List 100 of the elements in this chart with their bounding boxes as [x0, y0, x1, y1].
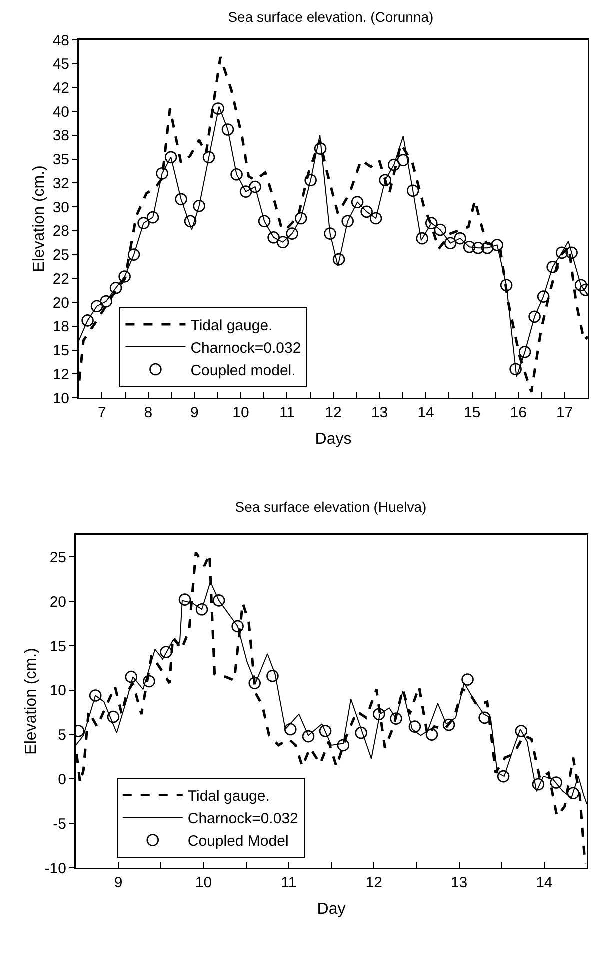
y-tick-label: 40: [52, 104, 70, 121]
point: [143, 675, 156, 688]
y-tick-label: 25: [52, 247, 70, 264]
point: [546, 261, 559, 274]
point: [373, 708, 386, 721]
point: [478, 712, 491, 724]
y-tick-label: 0: [58, 771, 66, 788]
point: [444, 237, 457, 250]
point: [294, 212, 308, 225]
point: [416, 232, 428, 245]
point: [397, 154, 410, 166]
y-tick-label: 48: [52, 32, 70, 50]
point: [510, 363, 522, 376]
x-tick-label: 13: [371, 404, 388, 422]
point: [379, 174, 392, 186]
point: [193, 200, 206, 212]
y-tick-label: 5: [58, 727, 66, 744]
point: [284, 723, 297, 736]
point: [408, 720, 422, 733]
point: [286, 228, 298, 240]
point: [556, 246, 568, 260]
y-tick-label: 45: [52, 56, 70, 74]
point: [550, 776, 562, 789]
x-tick-label: 12: [325, 404, 342, 422]
point: [462, 674, 474, 686]
y-tick-label: 32: [52, 175, 70, 192]
point: [128, 248, 140, 261]
point: [497, 770, 510, 783]
y-tick-label: 10: [50, 682, 66, 700]
point: [463, 241, 476, 254]
point: [89, 690, 102, 702]
x-tick-label: 9: [114, 874, 123, 892]
point: [146, 211, 160, 224]
y-tick-label: 38: [52, 128, 70, 145]
legend-label: Coupled Model: [188, 833, 289, 850]
point: [472, 242, 484, 254]
y-tick-label: 18: [52, 318, 70, 336]
x-tick-label: 12: [366, 874, 382, 892]
point: [232, 620, 244, 633]
y-axis-title: Elevation (cm.): [30, 166, 48, 272]
legend-label: Coupled model.: [190, 362, 296, 380]
point: [90, 300, 104, 312]
x-tick-label: 8: [144, 404, 153, 422]
x-tick-label: 10: [232, 404, 250, 422]
y-tick-label: 30: [52, 199, 70, 216]
point: [175, 193, 188, 206]
point: [258, 215, 271, 228]
x-tick-label: 16: [510, 404, 527, 422]
legend-label: Tidal gauge.: [190, 317, 273, 334]
point: [266, 670, 279, 682]
point: [390, 712, 402, 725]
point: [107, 710, 120, 724]
point: [528, 310, 541, 323]
point: [249, 180, 262, 194]
y-tick-label: 28: [52, 223, 70, 240]
y-tick-label: 15: [50, 638, 66, 656]
point: [240, 186, 252, 198]
legend-label: Charnock=0.032: [188, 810, 298, 828]
point: [388, 158, 400, 172]
point: [342, 215, 354, 228]
y-tick-label: 12: [52, 366, 70, 384]
point: [230, 168, 243, 181]
point: [532, 778, 545, 791]
point: [351, 196, 364, 208]
point: [212, 594, 226, 607]
point: [110, 282, 122, 294]
x-tick-label: 14: [536, 874, 553, 892]
y-tick-label: -10: [44, 860, 66, 878]
point: [222, 124, 234, 136]
legend-label: Charnock=0.032: [190, 340, 302, 357]
y-tick-label: -5: [53, 816, 66, 833]
point: [324, 228, 336, 240]
x-axis-title: Days: [315, 430, 352, 448]
point: [434, 224, 447, 236]
y-tick-label: 20: [50, 594, 66, 611]
point: [332, 253, 346, 266]
point: [425, 217, 438, 230]
point: [566, 246, 578, 260]
point: [337, 739, 350, 752]
x-tick-label: 15: [464, 404, 481, 422]
point: [574, 279, 588, 292]
point: [164, 151, 178, 164]
point: [156, 168, 168, 180]
point: [442, 718, 456, 732]
point: [118, 270, 131, 283]
y-tick-label: 10: [52, 390, 70, 408]
point: [138, 217, 150, 230]
point: [319, 725, 332, 738]
point: [314, 142, 327, 155]
legend-label: Tidal gauge.: [188, 788, 270, 806]
point: [370, 212, 382, 225]
x-tick-label: 14: [418, 404, 434, 422]
point: [202, 151, 216, 164]
x-tick-label: 11: [281, 874, 297, 892]
point: [406, 184, 420, 197]
y-tick-label: 22: [52, 270, 70, 288]
x-axis-title: Day: [317, 900, 346, 918]
point: [276, 236, 290, 249]
point: [426, 728, 438, 741]
y-tick-label: 35: [52, 152, 70, 169]
